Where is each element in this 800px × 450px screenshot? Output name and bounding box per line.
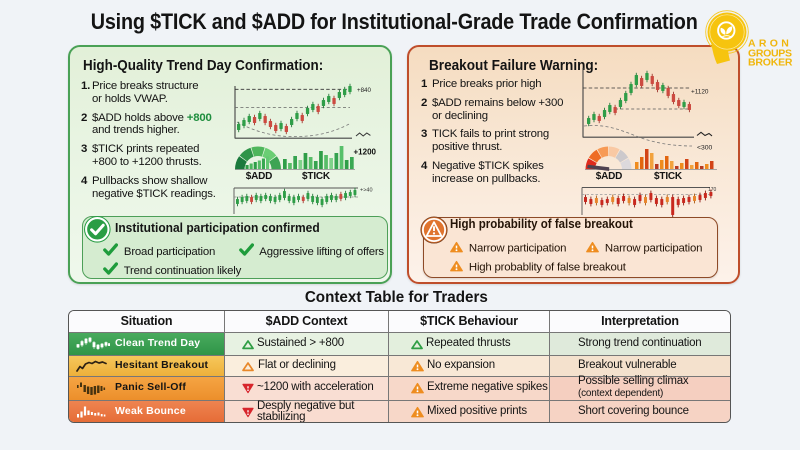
svg-text:GROUPS: GROUPS (748, 47, 792, 59)
svg-text:ARON: ARON (748, 38, 792, 50)
svg-text:+1200: +1200 (354, 148, 377, 157)
svg-text:+1120: +1120 (691, 89, 709, 96)
svg-text:+>40: +>40 (360, 188, 373, 194)
svg-text:<300: <300 (697, 145, 713, 152)
svg-text:+840: +840 (357, 87, 371, 94)
svg-text:BROKER: BROKER (748, 57, 793, 69)
svg-text:170: 170 (708, 187, 717, 193)
